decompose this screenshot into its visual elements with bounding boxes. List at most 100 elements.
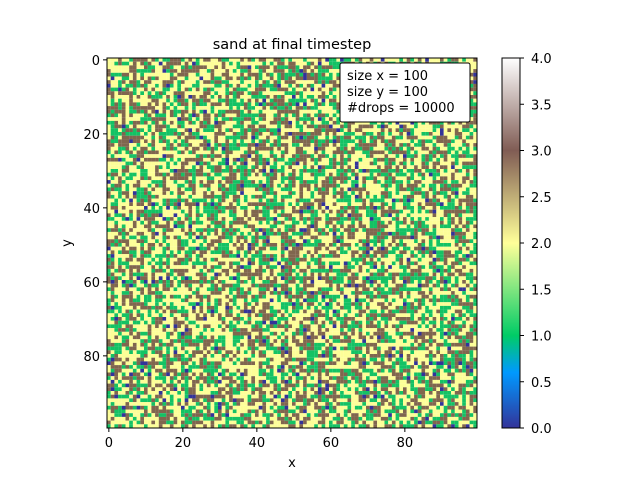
heatmap-cell: [443, 191, 448, 195]
heatmap-cell: [443, 209, 448, 214]
heatmap-cell: [210, 128, 215, 133]
heatmap-cell: [140, 98, 145, 103]
heatmap-cell: [325, 198, 330, 203]
heatmap-cell: [325, 132, 330, 136]
heatmap-cell: [188, 224, 193, 229]
heatmap-cell: [284, 191, 289, 195]
heatmap-cell: [151, 113, 156, 118]
heatmap-cell: [144, 135, 148, 140]
heatmap-cell: [169, 87, 174, 92]
heatmap-cell: [110, 161, 115, 166]
heatmap-cell: [284, 98, 289, 103]
heatmap-cell: [184, 194, 189, 199]
heatmap-cell: [232, 124, 237, 129]
heatmap-cell: [436, 239, 441, 244]
heatmap-cell: [158, 87, 163, 92]
heatmap-cell: [332, 150, 337, 155]
heatmap-cell: [406, 154, 411, 158]
heatmap-cell: [369, 239, 374, 244]
heatmap-cell: [173, 109, 178, 114]
heatmap-cell: [395, 161, 400, 166]
heatmap-cell: [155, 72, 159, 77]
heatmap-cell: [269, 69, 274, 73]
heatmap-cell: [118, 165, 122, 170]
heatmap-cell: [391, 228, 396, 232]
heatmap-cell: [136, 213, 141, 218]
heatmap-cell: [181, 150, 185, 155]
heatmap-cell: [332, 183, 337, 188]
heatmap-cell: [229, 143, 233, 147]
heatmap-cell: [147, 228, 152, 232]
heatmap-cell: [428, 224, 433, 229]
heatmap-cell: [406, 231, 411, 236]
heatmap-cell: [199, 206, 204, 210]
heatmap-cell: [380, 191, 385, 195]
heatmap-cell: [251, 228, 256, 232]
heatmap-cell: [232, 132, 237, 136]
heatmap-cell: [354, 169, 359, 173]
heatmap-cell: [465, 132, 470, 136]
heatmap-cell: [169, 154, 174, 158]
heatmap-cell: [177, 154, 182, 158]
heatmap-cell: [295, 61, 300, 66]
heatmap-cell: [125, 231, 130, 236]
heatmap-cell: [314, 135, 318, 140]
heatmap-cell: [458, 128, 463, 133]
heatmap-cell: [140, 176, 145, 181]
heatmap-cell: [403, 235, 407, 240]
heatmap-cell: [214, 65, 219, 70]
heatmap-cell: [277, 176, 281, 181]
heatmap-cell: [136, 83, 141, 88]
heatmap-cell: [140, 87, 145, 92]
heatmap-cell: [351, 180, 355, 184]
heatmap-cell: [162, 150, 167, 155]
heatmap-cell: [251, 194, 256, 199]
heatmap-cell: [166, 172, 170, 177]
heatmap-cell: [277, 180, 281, 184]
heatmap-cell: [258, 135, 263, 140]
heatmap-cell: [325, 58, 330, 62]
heatmap-cell: [132, 80, 137, 84]
heatmap-cell: [303, 113, 307, 118]
heatmap-cell: [362, 228, 367, 232]
heatmap-cell: [421, 124, 426, 129]
heatmap-cell: [144, 220, 148, 225]
heatmap-cell: [114, 61, 119, 66]
heatmap-cell: [255, 143, 259, 147]
heatmap-cell: [114, 102, 119, 107]
heatmap-cell: [414, 228, 418, 232]
heatmap-cell: [395, 157, 400, 162]
heatmap-cell: [188, 106, 193, 110]
heatmap-cell: [369, 220, 374, 225]
heatmap-cell: [465, 209, 470, 214]
heatmap-cell: [188, 228, 193, 232]
heatmap-cell: [247, 180, 252, 184]
heatmap-cell: [184, 146, 189, 151]
heatmap-cell: [114, 169, 119, 173]
heatmap-cell: [155, 58, 159, 62]
heatmap-cell: [199, 124, 204, 129]
heatmap-cell: [236, 176, 241, 181]
heatmap-cell: [147, 169, 152, 173]
heatmap-cell: [292, 154, 296, 158]
heatmap-cell: [417, 165, 422, 170]
heatmap-cell: [218, 194, 222, 199]
heatmap-cell: [284, 109, 289, 114]
heatmap-cell: [380, 217, 385, 221]
heatmap-cell: [414, 220, 418, 225]
heatmap-cell: [243, 109, 248, 114]
heatmap-cell: [284, 72, 289, 77]
heatmap-cell: [166, 83, 170, 88]
heatmap-cell: [188, 91, 193, 96]
heatmap-cell: [469, 120, 474, 125]
heatmap-cell: [295, 183, 300, 188]
heatmap-cell: [317, 161, 322, 166]
heatmap-cell: [129, 187, 133, 192]
heatmap-cell: [280, 235, 285, 240]
heatmap-cell: [377, 135, 381, 140]
heatmap-cell: [391, 132, 396, 136]
heatmap-cell: [343, 239, 348, 244]
heatmap-cell: [158, 172, 163, 177]
heatmap-cell: [136, 98, 141, 103]
heatmap-cell: [410, 194, 415, 199]
